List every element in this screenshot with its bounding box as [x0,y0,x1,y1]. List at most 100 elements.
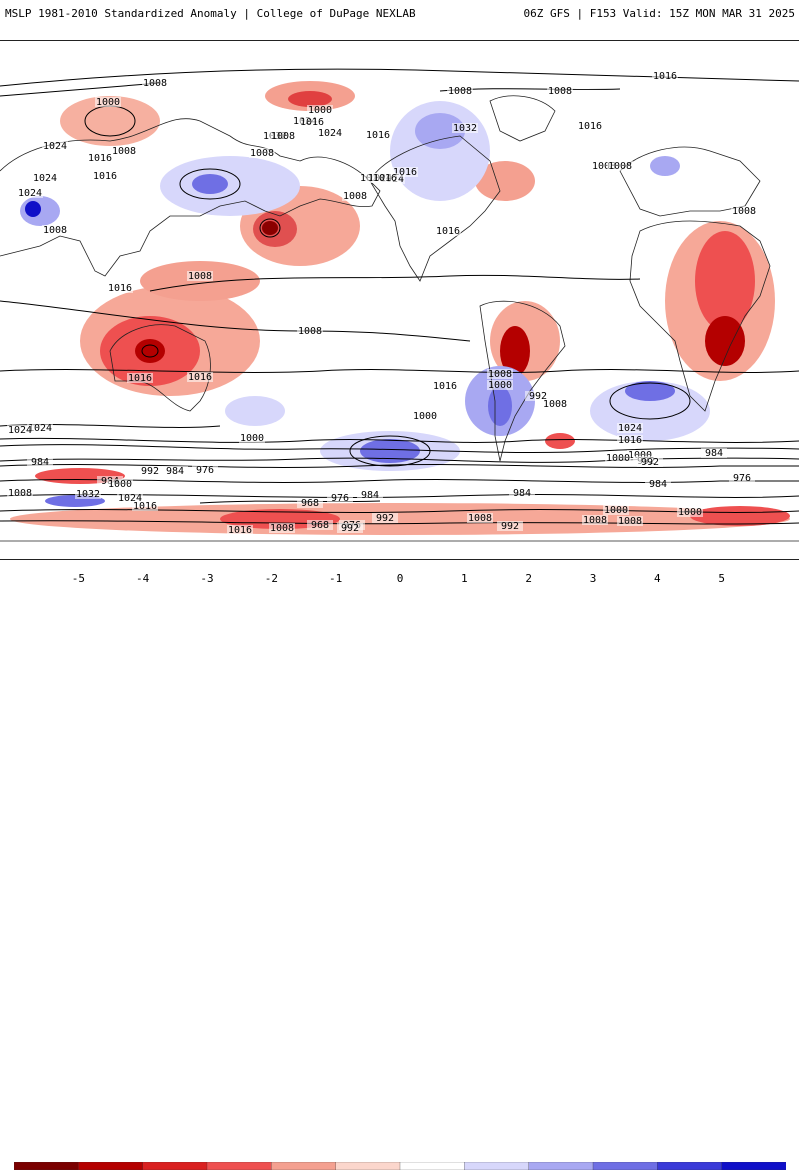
isobar-label: 1016 [653,71,677,82]
colorbar-segment [14,1162,79,1170]
isobar-label: 1000 [488,380,512,391]
anomaly-central-asia-core [25,201,41,217]
isobar-label-bg [617,423,643,433]
north-america-outline [369,135,501,282]
isobar-label: 1000 [606,453,630,464]
isobar-label-bg [27,457,53,467]
isobar-label: 1016 [188,372,212,383]
isobar-label: 1016 [88,153,112,164]
isobar-label: 1008 [543,399,567,410]
isobar-label: 1008 [8,488,32,499]
isobar-label: 1000 [678,507,702,518]
isobar-label-bg [7,488,33,498]
isobar-label: 1024 [118,493,142,504]
isobar-label: 1008 [188,271,212,282]
isobar-label-bg [447,86,473,96]
isobar-label-bg [127,373,153,383]
colorbar-segment [206,1162,272,1170]
isobar-label: 1016 [433,381,457,392]
colorbar-scale [14,1162,786,1170]
isobar-label: 1000 [240,433,264,444]
isobar-label: 1016 [578,121,602,132]
isobar-label-bg [617,516,643,526]
isobar-label: 1032 [76,489,100,500]
isobar-label: 1008 [488,369,512,380]
isobar-label-bg [92,171,118,181]
isobar-label-bg [307,520,333,530]
isobar-label-bg [327,493,353,503]
isobar-label: 984 [649,479,667,490]
isobar-label: 1016 [436,226,460,237]
isobar-label: 1016 [366,130,390,141]
colorbar-tick-label: -5 [71,572,85,585]
isobar-label-bg [297,498,323,508]
anomaly-south-atlantic-east-core [625,381,675,401]
anomaly-europe [650,156,680,176]
isobar-label: 1016 [393,167,417,178]
greenland-outline [489,95,556,142]
isobar-label: 1000 [413,411,437,422]
isobar-1008-tropics [0,300,471,342]
isobar-label-bg [467,513,493,523]
isobar-label: 1008 [448,86,472,97]
anomaly-nw-pacific [60,96,160,146]
isobar-label: 1024 [18,188,42,199]
isobar-label: 1016 [128,373,152,384]
coastlines [0,95,799,542]
anomaly-north-pacific-core [288,91,332,107]
model-run-info: 06Z GFS | F153 Valid: 15Z MON MAR 31 202… [523,7,795,20]
isobar-label: 992 [141,466,159,477]
colorbar-tick-label: 1 [461,572,468,585]
world-map: 1008100010241016100810241016102410321024… [0,40,799,560]
isobar-high-asia [179,168,241,200]
isobar-label: 992 [529,391,547,402]
isobar-label: 1008 [250,148,274,159]
isobar-label: 1008 [618,516,642,527]
isobar-label-bg [32,173,58,183]
isobar-label-bg [117,493,143,503]
isobar-labels: 1008100010241016100810241016102410321024… [7,71,757,536]
isobar-label: 984 [31,457,49,468]
isobar-label: 1016 [228,525,252,536]
isobar-label-bg [192,465,218,475]
isobar-label-bg [87,153,113,163]
isobar-label-bg [137,466,163,476]
isobar-label: 1008 [608,161,632,172]
isobar-label-bg [17,188,43,198]
isobar-label-bg [617,435,643,445]
isobar-label-bg [142,78,168,88]
anomaly-siberia-core [192,174,228,194]
colorbar-segment [399,1162,465,1170]
colorbar-segment [464,1162,530,1170]
anomaly-east-africa-core [705,316,745,366]
isobar-label: 1008 [732,206,756,217]
isobar-label-bg [299,117,325,127]
isobar-label: 1016 [373,173,397,184]
isobar-label: 1008 [143,78,167,89]
colorbar-segment [271,1162,337,1170]
isobar-label-bg [591,161,617,171]
isobar-label: 976 [733,473,751,484]
isobar-label: 992 [376,513,394,524]
isobar-label-bg [95,97,121,107]
anomaly-north-atlantic [475,161,535,201]
isobar-label-bg [111,146,137,156]
isobar-label-bg [452,123,478,133]
isobar-label: 992 [501,521,519,532]
africa-outline [629,220,771,412]
anomaly-siberia [160,156,300,216]
anomaly-east-africa-mid [695,231,755,331]
isobar-label-bg [487,380,513,390]
anomaly-southern-ocean-core-b [690,506,790,526]
isobar-label-bg [187,372,213,382]
isobar-label: 1024 [8,425,32,436]
colorbar-tick-label: -3 [200,572,214,585]
isobar-high-south-pacific [349,435,431,467]
isobar-label: 1024 [33,173,57,184]
isobar-label: 1000 [96,97,120,108]
isobar-label: 1016 [93,171,117,182]
isobar-label: 1024 [43,141,67,152]
isobar-label-bg [582,515,608,525]
isobar-label-bg [132,501,158,511]
colorbar-segment [142,1162,208,1170]
